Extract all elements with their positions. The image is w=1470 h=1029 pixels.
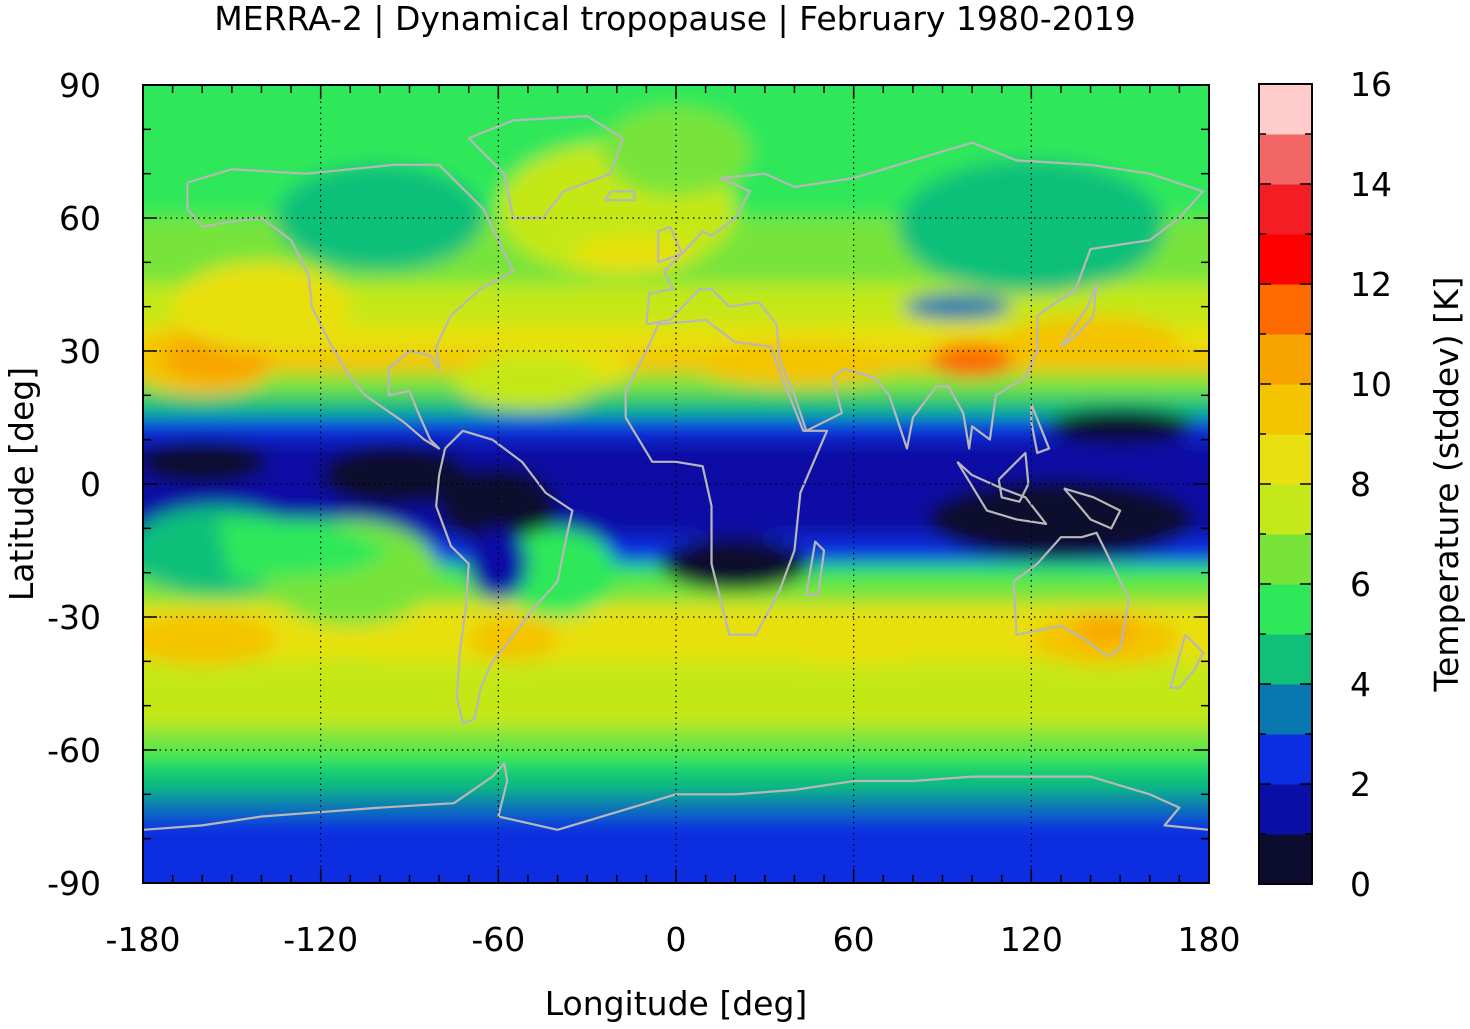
axis-ticks — [142, 84, 1210, 884]
coastline — [604, 190, 636, 202]
grid-lines — [143, 85, 1209, 883]
coastline — [1060, 283, 1098, 348]
field-band — [143, 794, 1209, 817]
colorbar-tick-label: 0 — [1350, 865, 1371, 904]
field-band — [143, 395, 1209, 418]
colorbar-tick-label: 10 — [1350, 365, 1392, 404]
coastline — [997, 451, 1030, 503]
y-tick-label: -60 — [47, 731, 101, 770]
colorbar-tick-label: 4 — [1350, 665, 1371, 704]
field-blob — [690, 342, 899, 387]
colorbar-tick-label: 2 — [1350, 765, 1371, 804]
field-blob — [1001, 315, 1180, 369]
coastline — [435, 429, 574, 725]
x-tick-label: 180 — [1178, 920, 1241, 959]
field-blob — [143, 439, 268, 484]
field-band — [143, 417, 1209, 440]
field-blob — [498, 528, 617, 618]
field-blob — [898, 160, 1165, 294]
field-blob — [320, 444, 469, 507]
colorbar-segment — [1259, 234, 1312, 285]
coastline — [1169, 633, 1205, 690]
colorbar-tick-label: 8 — [1350, 465, 1371, 504]
coastline — [467, 114, 624, 220]
colorbar-segment — [1259, 784, 1312, 835]
field-blob — [930, 342, 1014, 378]
y-tick-label: 0 — [80, 465, 101, 504]
colorbar-segment — [1259, 584, 1312, 635]
field-blob — [1075, 617, 1135, 644]
x-tick-label: 0 — [666, 920, 687, 959]
field-blob — [453, 355, 602, 409]
field-blob — [661, 537, 810, 591]
coastline — [186, 163, 515, 450]
field-band — [143, 750, 1209, 768]
field-band — [143, 373, 1209, 396]
colorbar-segment — [1259, 534, 1312, 585]
colorbar-tick-label: 14 — [1350, 165, 1392, 204]
y-tick-labels: 90 60 30 0 -30 -60 -90 — [47, 66, 101, 903]
y-tick-label: -90 — [47, 864, 101, 903]
colorbar-segment — [1259, 434, 1312, 485]
colorbar-segment — [1259, 334, 1312, 385]
field-blob — [764, 621, 943, 666]
field-blob — [261, 656, 440, 711]
colorbar-segment — [1259, 834, 1312, 885]
colorbar-segment — [1259, 84, 1312, 135]
field-blob — [904, 293, 1011, 320]
colorbar-tick-label: 16 — [1350, 65, 1392, 104]
colorbar-segment — [1259, 634, 1312, 685]
colorbar-segment — [1259, 184, 1312, 235]
field-blob — [143, 612, 277, 666]
coastline — [956, 461, 1048, 526]
field-blob — [572, 235, 691, 272]
coastline — [657, 225, 684, 264]
colorbar-tick-label: 6 — [1350, 565, 1371, 604]
x-axis-label: Longitude [deg] — [545, 984, 808, 1023]
chart-title: MERRA-2 | Dynamical tropopause | Februar… — [214, 0, 1136, 38]
x-tick-label: 120 — [1000, 920, 1063, 959]
colorbar-tick-labels: 0 2 4 6 8 10 12 14 16 — [1350, 65, 1392, 904]
plot-area — [143, 85, 1209, 883]
coastlines — [143, 114, 1209, 831]
x-tick-label: -180 — [106, 920, 181, 959]
field-blob — [172, 262, 351, 351]
colorbar-tick-label: 12 — [1350, 265, 1392, 304]
x-tick-label: 60 — [833, 920, 875, 959]
colorbar — [1259, 84, 1312, 885]
x-tick-label: -120 — [283, 920, 358, 959]
field-band — [143, 727, 1209, 750]
field-blob — [927, 479, 1195, 560]
colorbar-segment — [1259, 134, 1312, 185]
colorbar-segment — [1259, 684, 1312, 735]
y-tick-label: 60 — [59, 199, 101, 238]
coastline — [805, 540, 826, 596]
coastline — [624, 318, 829, 636]
colorbar-segment — [1259, 284, 1312, 335]
colorbar-segment — [1259, 484, 1312, 535]
coastline — [645, 141, 1205, 450]
y-axis-label: Latitude [deg] — [2, 367, 41, 601]
colorbar-ticks — [1259, 83, 1312, 885]
y-tick-label: 30 — [59, 332, 101, 371]
coastline — [1012, 531, 1131, 659]
x-tick-labels: -180 -120 -60 0 60 120 180 — [106, 920, 1241, 959]
field-blob — [468, 617, 558, 662]
coastline — [1063, 487, 1122, 530]
colorbar-segment — [1259, 384, 1312, 435]
y-tick-label: -30 — [47, 598, 101, 637]
coastline — [143, 762, 1209, 831]
x-tick-label: -60 — [471, 920, 525, 959]
field-blob — [1046, 408, 1195, 445]
field-blob — [217, 519, 395, 582]
colorbar-label: Temperature (stddev) [K] — [1427, 276, 1466, 692]
field-blob — [439, 466, 558, 547]
colorbar-segment — [1259, 734, 1312, 785]
y-tick-label: 90 — [59, 66, 101, 105]
